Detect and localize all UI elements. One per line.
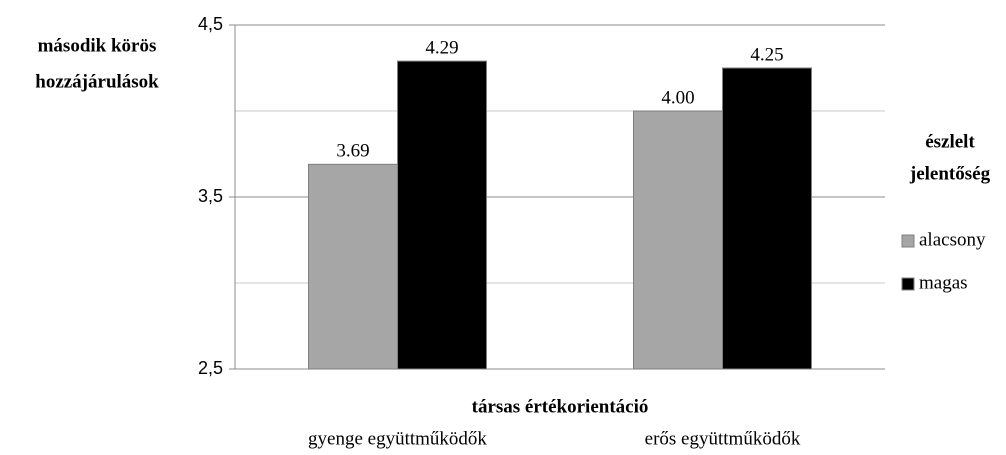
value-label: 4.00 — [661, 87, 694, 108]
y-tick-label: 2,5 — [198, 358, 223, 378]
x-tick-label: gyenge együttműködők — [308, 428, 487, 449]
legend-swatch — [901, 234, 915, 248]
y-axis-title: hozzájárulások — [35, 71, 159, 92]
y-tick-label: 4,5 — [198, 14, 223, 34]
bar — [397, 60, 487, 370]
legend-swatch — [901, 277, 915, 291]
x-tick-label: erős együttműködők — [645, 428, 801, 449]
bar — [633, 110, 723, 370]
x-axis-title: társas értékorientáció — [472, 396, 649, 417]
legend-title: jelentőség — [909, 163, 991, 184]
value-label: 4.25 — [750, 44, 783, 65]
bar — [722, 67, 812, 370]
value-label: 4.29 — [425, 37, 458, 58]
value-label: 3.69 — [336, 141, 369, 162]
legend-label: magas — [919, 272, 968, 293]
legend-title: észlelt — [925, 131, 975, 152]
y-tick-label: 3,5 — [198, 186, 223, 206]
y-axis-title: második körös — [38, 35, 157, 56]
bar — [308, 163, 398, 370]
legend-label: alacsony — [919, 229, 986, 250]
